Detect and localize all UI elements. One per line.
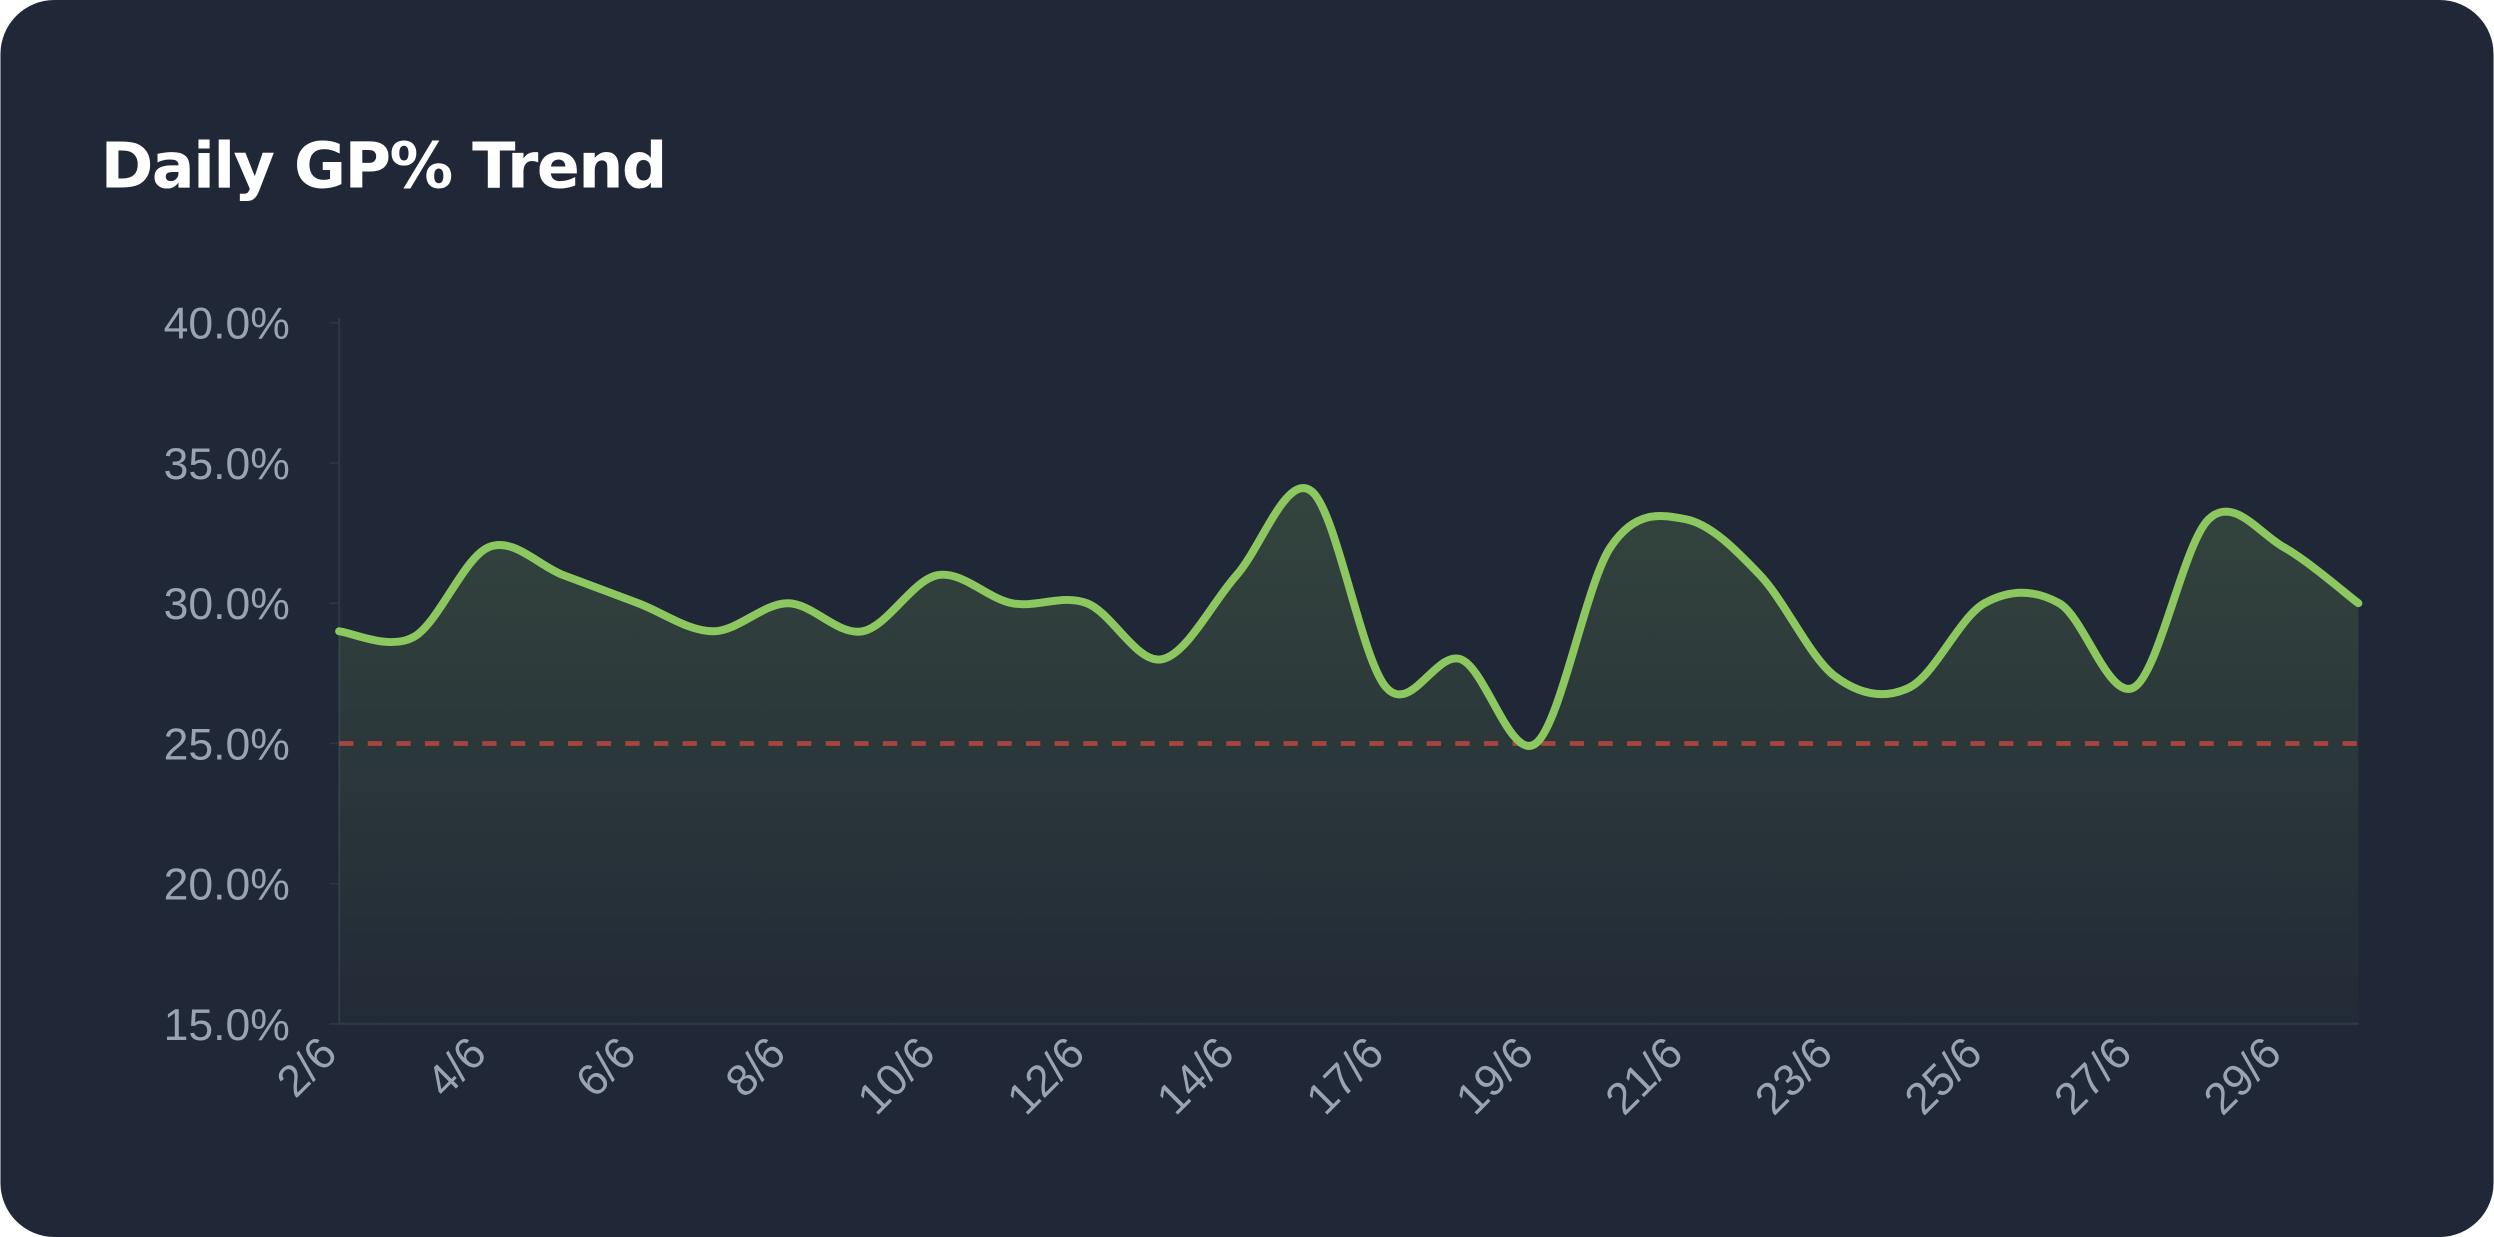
chart-title: Daily GP% Trend: [101, 129, 666, 203]
line: [335, 484, 2363, 750]
y-tick-label: 30.0%: [164, 580, 290, 629]
y-tick-label: 20.0%: [164, 861, 290, 910]
y-tick-label: 40.0%: [164, 300, 290, 349]
y-tick-label: 15.0%: [164, 1001, 290, 1050]
y-tick-label: 25.0%: [164, 720, 290, 769]
area: [339, 488, 2359, 1024]
y-tick-label: 35.0%: [164, 440, 290, 489]
